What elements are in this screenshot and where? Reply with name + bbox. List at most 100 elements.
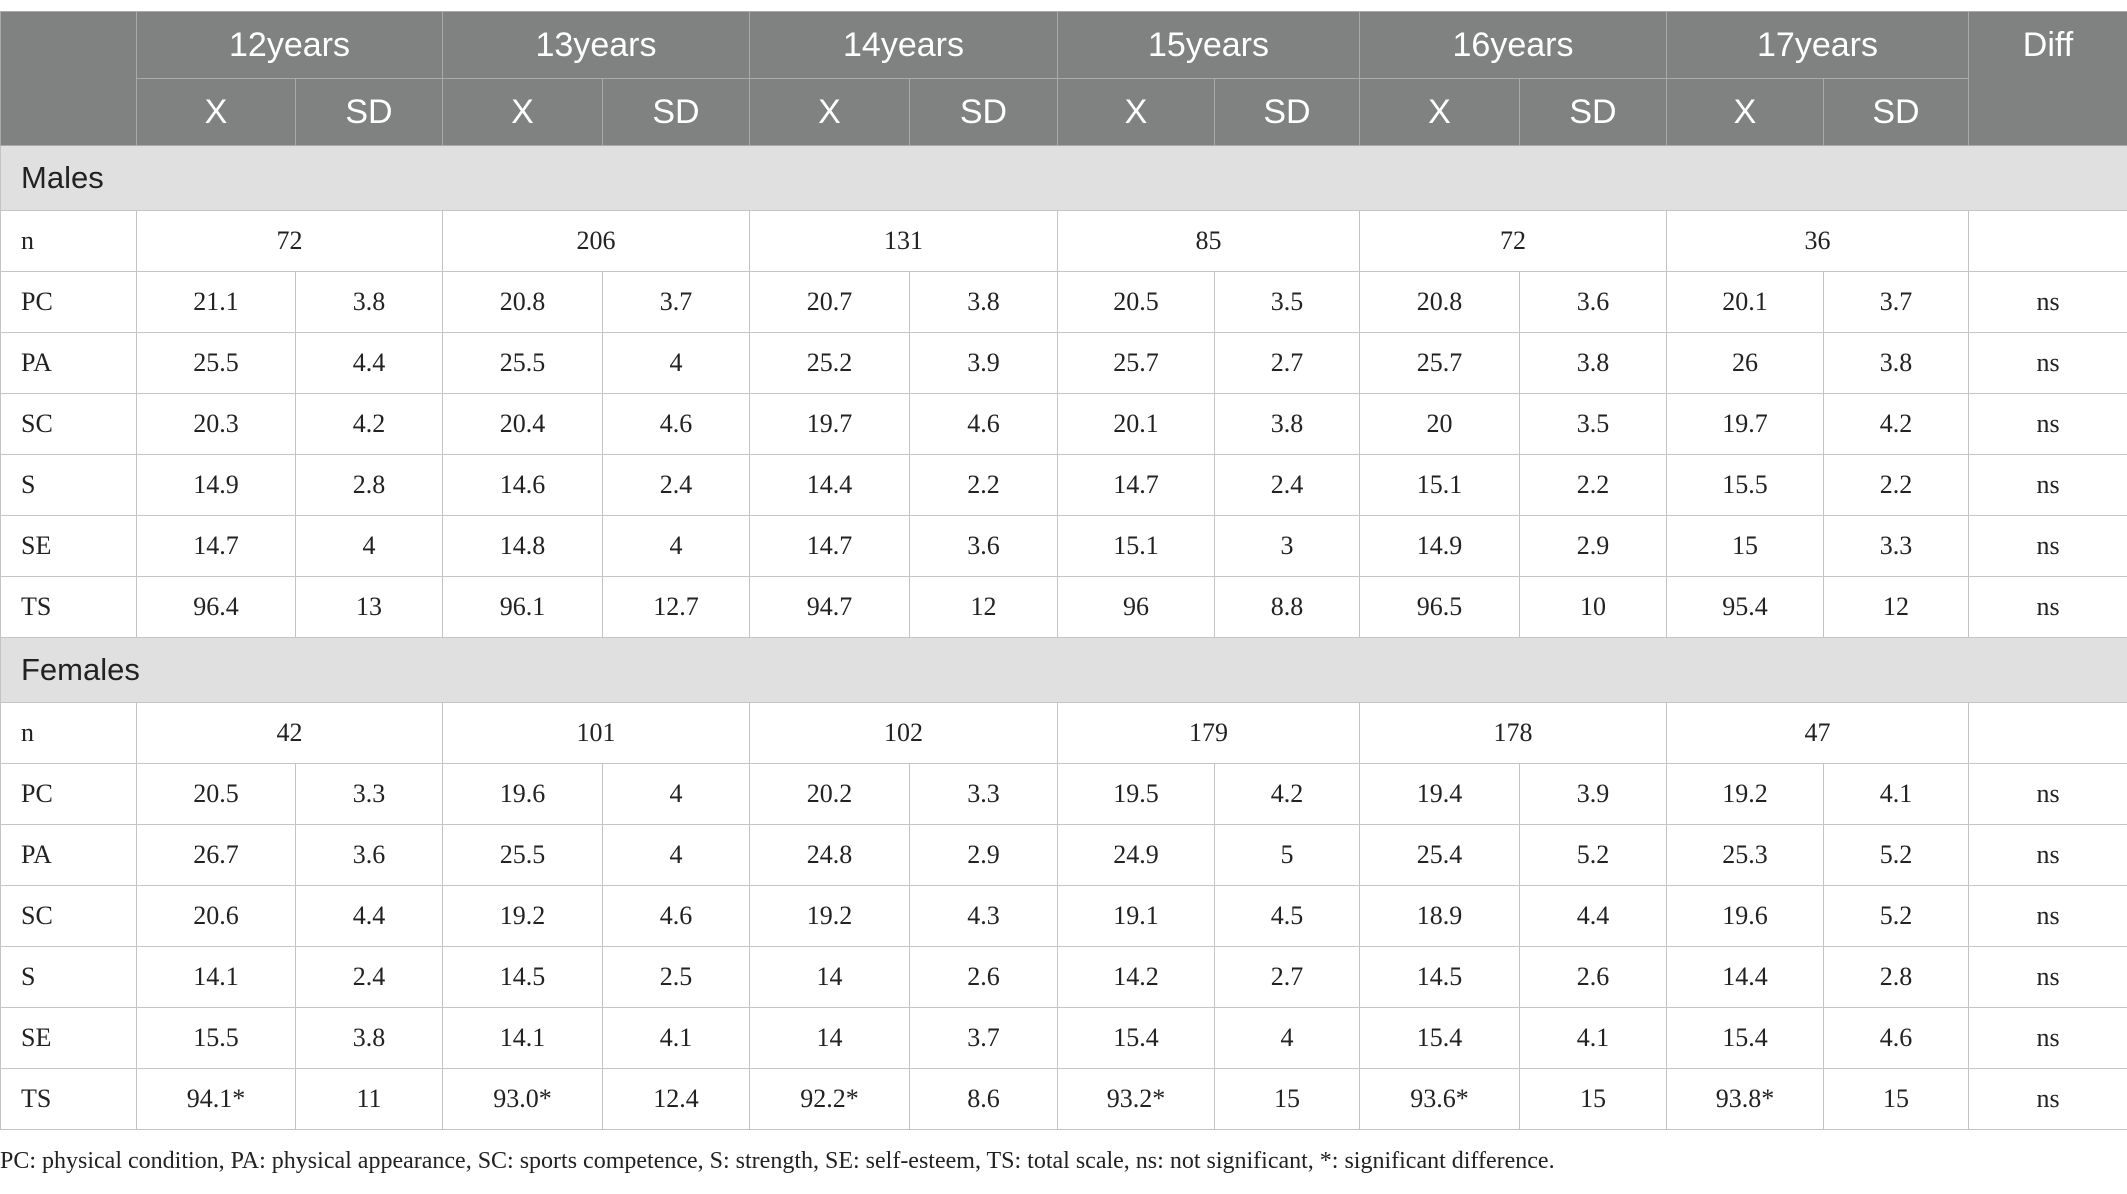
value-cell: 20.8	[442, 271, 603, 333]
value-cell: 20.1	[1666, 271, 1824, 333]
value-cell: 3.3	[909, 763, 1058, 825]
value-cell: 14.7	[1057, 454, 1215, 516]
value-cell: 26.7	[136, 824, 296, 886]
data-row: PA 25.5 4.4 25.5 4 25.2 3.9 25.7 2.7 25.7 3.8 26 3.8…	[0, 332, 2127, 394]
n-cell: 101	[442, 702, 750, 764]
x-header: X	[1359, 78, 1520, 146]
value-cell: 12	[909, 576, 1058, 638]
value-cell: 14.4	[749, 454, 910, 516]
value-cell: 2.7	[1214, 332, 1360, 394]
value-cell: 15.4	[1057, 1007, 1215, 1069]
diff-cell: ns	[1968, 515, 2127, 577]
n-cell: 36	[1666, 210, 1969, 272]
value-cell: 2.8	[1823, 946, 1969, 1008]
diff-cell: ns	[1968, 885, 2127, 947]
n-cell: 102	[749, 702, 1058, 764]
value-cell: 96.1	[442, 576, 603, 638]
diff-cell: ns	[1968, 763, 2127, 825]
data-row: SE 14.7 4 14.8 4 14.7 3.6 15.1 3 14.9 2.9 15 3.3 ns	[0, 515, 2127, 577]
n-cell: 72	[1359, 210, 1667, 272]
value-cell: 14.8	[442, 515, 603, 577]
row-label: n	[0, 210, 137, 272]
value-cell: 15.1	[1057, 515, 1215, 577]
year-header: 14years	[749, 11, 1058, 79]
value-cell: 14.9	[136, 454, 296, 516]
value-cell: 2.4	[1214, 454, 1360, 516]
value-cell: 94.1*	[136, 1068, 296, 1130]
row-label: SC	[0, 885, 137, 947]
value-cell: 11	[295, 1068, 443, 1130]
value-cell: 14.2	[1057, 946, 1215, 1008]
value-cell: 19.2	[442, 885, 603, 947]
data-row: SC 20.6 4.4 19.2 4.6 19.2 4.3 19.1 4.5 18.9 4.4 19.…	[0, 885, 2127, 947]
value-cell: 4.6	[909, 393, 1058, 455]
row-label: S	[0, 946, 137, 1008]
n-row: n 72 206 131 85 72 36	[0, 210, 2127, 272]
data-row: S 14.9 2.8 14.6 2.4 14.4 2.2 14.7 2.4 15.1 2.2 15.5…	[0, 454, 2127, 516]
value-cell: 4	[602, 332, 750, 394]
value-cell: 8.8	[1214, 576, 1360, 638]
value-cell: 4	[295, 515, 443, 577]
header-row: 12years 13years 14years 15years 16years 17yea…	[0, 11, 2127, 146]
value-cell: 15.5	[1666, 454, 1824, 516]
value-cell: 18.9	[1359, 885, 1520, 947]
value-cell: 2.6	[1519, 946, 1667, 1008]
value-cell: 3.9	[1519, 763, 1667, 825]
data-row: PA 26.7 3.6 25.5 4 24.8 2.9 24.9 5 25.4 5.2 25.3 5.2…	[0, 824, 2127, 886]
section-row: Males	[0, 145, 2127, 211]
sd-header: SD	[909, 78, 1058, 146]
value-cell: 2.6	[909, 946, 1058, 1008]
diff-cell: ns	[1968, 393, 2127, 455]
value-cell: 3.8	[295, 1007, 443, 1069]
value-cell: 2.9	[909, 824, 1058, 886]
diff-cell: ns	[1968, 946, 2127, 1008]
value-cell: 19.2	[1666, 763, 1824, 825]
value-cell: 25.2	[749, 332, 910, 394]
value-cell: 4	[602, 515, 750, 577]
value-cell: 4.2	[1823, 393, 1969, 455]
row-label: SE	[0, 515, 137, 577]
value-cell: 3.5	[1214, 271, 1360, 333]
value-cell: 20	[1359, 393, 1520, 455]
value-cell: 93.6*	[1359, 1068, 1520, 1130]
sd-header: SD	[1823, 78, 1969, 146]
data-row: PC 21.1 3.8 20.8 3.7 20.7 3.8 20.5 3.5 20.8 3.6 20.…	[0, 271, 2127, 333]
value-cell: 19.6	[1666, 885, 1824, 947]
value-cell: 24.8	[749, 824, 910, 886]
n-cell: 85	[1057, 210, 1360, 272]
value-cell: 93.2*	[1057, 1068, 1215, 1130]
value-cell: 19.1	[1057, 885, 1215, 947]
table-body: 12years 13years 14years 15years 16years 17yea…	[0, 11, 2127, 1130]
year-header: 13years	[442, 11, 750, 79]
n-cell: 179	[1057, 702, 1360, 764]
value-cell: 25.5	[136, 332, 296, 394]
value-cell: 4	[602, 763, 750, 825]
value-cell: 20.4	[442, 393, 603, 455]
value-cell: 14.1	[442, 1007, 603, 1069]
value-cell: 25.4	[1359, 824, 1520, 886]
value-cell: 12.7	[602, 576, 750, 638]
diff-cell: ns	[1968, 332, 2127, 394]
value-cell: 14.1	[136, 946, 296, 1008]
value-cell: 20.5	[136, 763, 296, 825]
data-table: 12years 13years 14years 15years 16years 17yea…	[0, 11, 2127, 1130]
value-cell: 3.6	[909, 515, 1058, 577]
empty-cell	[1968, 702, 2127, 764]
data-row: SC 20.3 4.2 20.4 4.6 19.7 4.6 20.1 3.8 20 3.5 19.7 4…	[0, 393, 2127, 455]
value-cell: 3.7	[602, 271, 750, 333]
value-cell: 96.5	[1359, 576, 1520, 638]
section-title: Males	[0, 145, 2127, 211]
diff-cell: ns	[1968, 1068, 2127, 1130]
diff-header: Diff	[1968, 11, 2127, 146]
row-label: SC	[0, 393, 137, 455]
value-cell: 14.4	[1666, 946, 1824, 1008]
year-header: 16years	[1359, 11, 1667, 79]
row-label: PA	[0, 332, 137, 394]
value-cell: 2.4	[602, 454, 750, 516]
value-cell: 20.3	[136, 393, 296, 455]
value-cell: 14	[749, 946, 910, 1008]
x-header: X	[749, 78, 910, 146]
row-label: TS	[0, 576, 137, 638]
corner-cell	[0, 11, 137, 146]
row-label: S	[0, 454, 137, 516]
